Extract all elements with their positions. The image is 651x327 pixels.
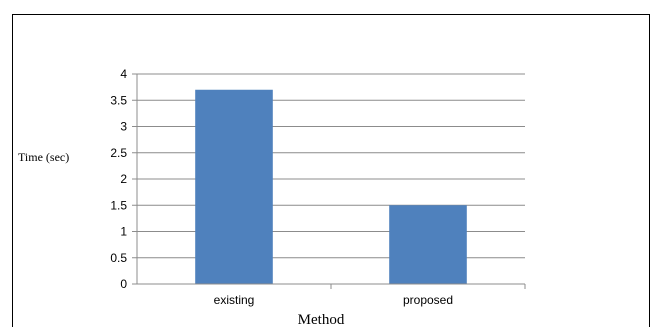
bars xyxy=(195,89,467,284)
bar-existing xyxy=(195,89,273,284)
y-tick-label: 1.5 xyxy=(110,198,127,212)
y-tick-labels: 0 0.5 1 1.5 2 2.5 3 3.5 4 xyxy=(110,67,127,291)
axes xyxy=(132,73,526,289)
y-tick-label: 0 xyxy=(120,277,127,291)
bar-proposed xyxy=(389,205,467,284)
y-tick-label: 0.5 xyxy=(110,251,127,265)
chart-frame xyxy=(12,14,650,327)
y-tick-label: 1 xyxy=(120,225,127,239)
x-tick-label: existing xyxy=(214,293,255,307)
y-tick-label: 4 xyxy=(120,67,127,81)
y-axis-label: Time (sec) xyxy=(18,150,69,164)
x-tick-label: proposed xyxy=(403,293,453,307)
y-tick-label: 2 xyxy=(120,172,127,186)
y-tick-label: 2.5 xyxy=(110,146,127,160)
x-category-labels: existing proposed xyxy=(214,293,453,307)
x-axis-label: Method xyxy=(298,312,345,327)
y-tick-label: 3.5 xyxy=(110,93,127,107)
y-tick-label: 3 xyxy=(120,120,127,134)
